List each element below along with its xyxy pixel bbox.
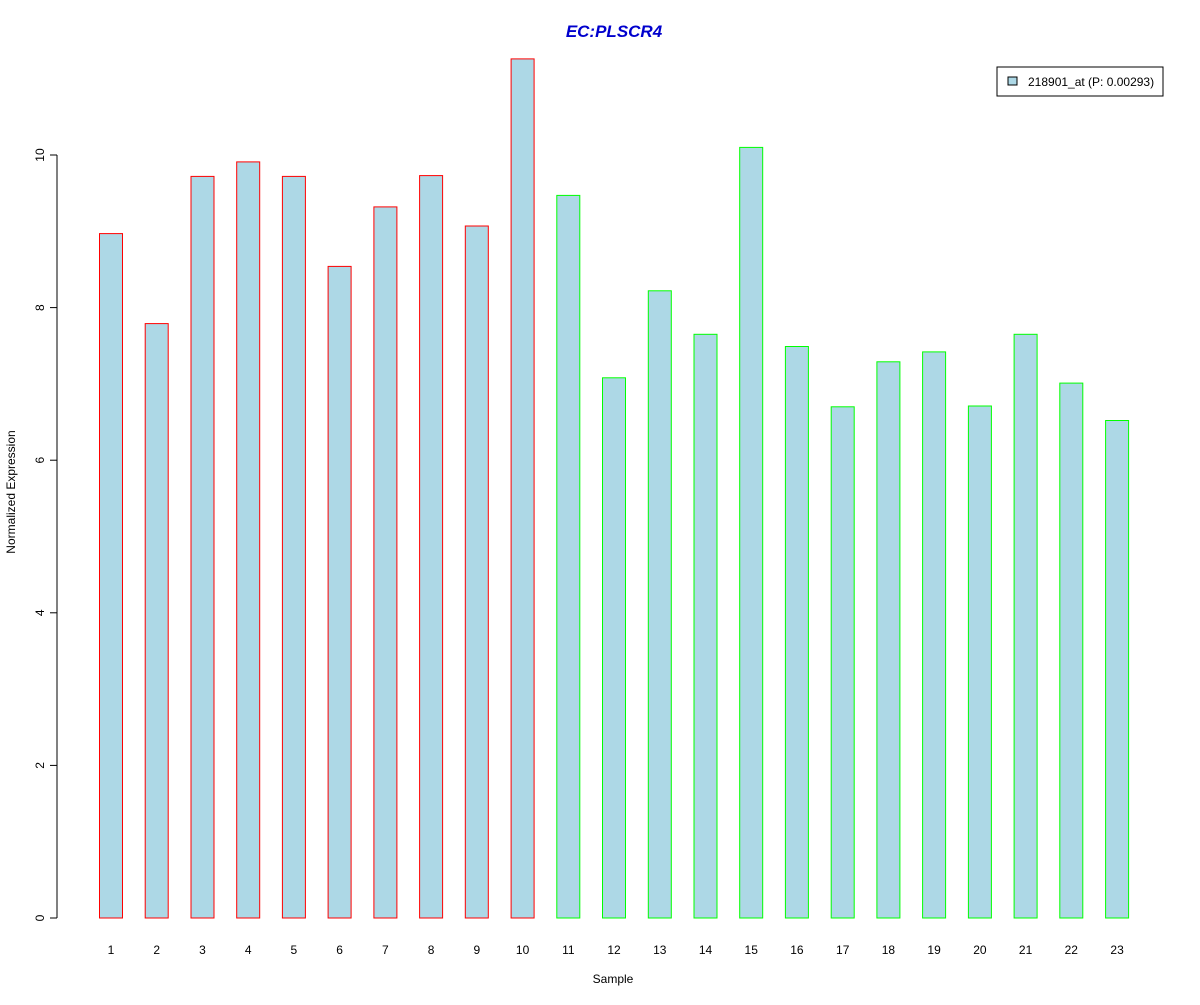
bar-sample-21 <box>1013 333 1038 919</box>
y-tick-label: 4 <box>33 609 47 616</box>
bar-sample-16 <box>784 346 809 919</box>
legend: 218901_at (P: 0.00293) <box>996 66 1164 97</box>
y-axis-label: Normalized Expression <box>4 430 18 553</box>
bars-group <box>99 58 1130 919</box>
bar-sample-15 <box>739 146 764 919</box>
x-tick-label: 16 <box>790 943 804 957</box>
x-tick-label: 15 <box>745 943 759 957</box>
x-tick-label: 5 <box>291 943 298 957</box>
x-tick-label: 3 <box>199 943 206 957</box>
y-tick-label: 0 <box>33 914 47 921</box>
bar-sample-3 <box>190 175 215 919</box>
legend-label: 218901_at (P: 0.00293) <box>1028 75 1154 89</box>
bar-sample-20 <box>967 405 992 919</box>
x-tick-label: 6 <box>336 943 343 957</box>
bar-sample-13 <box>647 290 672 919</box>
x-tick-label: 20 <box>973 943 987 957</box>
x-tick-label: 1 <box>108 943 115 957</box>
bar-sample-12 <box>602 377 626 919</box>
y-axis-ticks: 0 2 4 6 8 10 <box>33 148 57 921</box>
x-tick-label: 23 <box>1110 943 1124 957</box>
bar-sample-10 <box>510 58 535 919</box>
x-tick-label: 4 <box>245 943 252 957</box>
y-tick-label: 10 <box>33 148 47 162</box>
bar-sample-23 <box>1105 420 1130 919</box>
legend-swatch <box>1007 76 1018 86</box>
x-tick-label: 7 <box>382 943 389 957</box>
bar-sample-5 <box>281 175 306 919</box>
chart-title: EC:PLSCR4 <box>566 22 663 41</box>
bar-sample-1 <box>99 233 123 919</box>
bar-sample-14 <box>693 333 718 919</box>
bar-sample-19 <box>922 351 947 919</box>
x-axis-tick-labels: 1 2 3 4 5 6 7 8 9 10 11 12 13 14 15 16 17 18 19 20 21 22 23 <box>108 943 1124 957</box>
x-tick-label: 8 <box>428 943 435 957</box>
x-tick-label: 10 <box>516 943 530 957</box>
x-tick-label: 13 <box>653 943 667 957</box>
bar-sample-2 <box>144 323 169 919</box>
x-tick-label: 9 <box>473 943 480 957</box>
x-tick-label: 11 <box>562 943 575 957</box>
bar-sample-6 <box>327 265 352 919</box>
x-tick-label: 2 <box>153 943 160 957</box>
x-axis-label: Sample <box>593 972 634 986</box>
y-tick-label: 6 <box>33 457 47 464</box>
bar-sample-17 <box>830 406 855 919</box>
x-tick-label: 21 <box>1019 943 1033 957</box>
bar-sample-4 <box>236 161 261 919</box>
bar-sample-22 <box>1059 382 1084 919</box>
y-tick-label: 8 <box>33 304 47 311</box>
x-tick-label: 14 <box>699 943 713 957</box>
bar-sample-7 <box>373 206 398 919</box>
x-tick-label: 22 <box>1065 943 1079 957</box>
bar-sample-11 <box>556 194 581 919</box>
x-tick-label: 12 <box>607 943 621 957</box>
x-tick-label: 17 <box>836 943 850 957</box>
y-tick-label: 2 <box>33 762 47 769</box>
bar-sample-9 <box>464 225 489 919</box>
bar-sample-8 <box>419 175 444 919</box>
x-tick-label: 19 <box>927 943 941 957</box>
x-tick-label: 18 <box>882 943 896 957</box>
bar-sample-18 <box>876 361 901 919</box>
legend-box <box>996 66 1164 97</box>
